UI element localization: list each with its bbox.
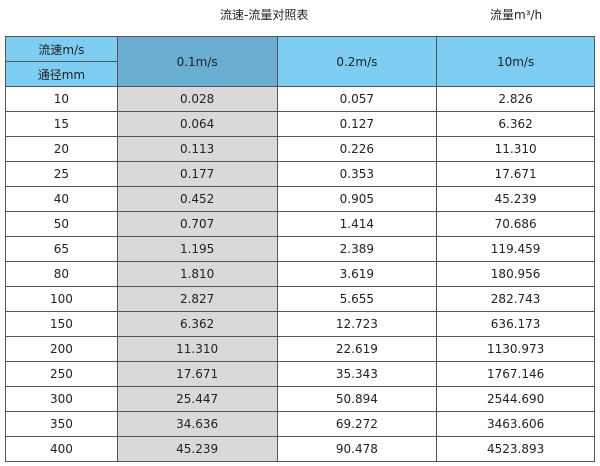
diameter-cell: 250 xyxy=(5,361,118,387)
flow-cell: 6.362 xyxy=(436,111,595,137)
diameter-cell: 100 xyxy=(5,286,118,312)
flow-cell: 70.686 xyxy=(436,211,595,237)
flow-cell: 0.707 xyxy=(116,211,278,237)
flow-cell: 0.064 xyxy=(116,111,278,137)
flow-cell: 25.447 xyxy=(116,386,278,412)
diameter-cell: 10 xyxy=(5,86,118,112)
flow-cell: 4523.893 xyxy=(436,436,595,462)
table-row: 200 11.310 22.619 1130.973 xyxy=(5,336,595,362)
flow-cell: 17.671 xyxy=(116,361,278,387)
header-row: 通径mm xyxy=(5,61,595,87)
table-row: 40 0.452 0.905 45.239 xyxy=(5,186,595,212)
flow-cell: 90.478 xyxy=(276,436,438,462)
table-row: 350 34.636 69.272 3463.606 xyxy=(5,411,595,437)
flow-cell: 0.057 xyxy=(276,86,438,112)
flow-cell: 35.343 xyxy=(276,361,438,387)
flow-cell: 1.810 xyxy=(116,261,278,287)
table-row: 50 0.707 1.414 70.686 xyxy=(5,211,595,237)
diameter-cell: 65 xyxy=(5,236,118,262)
flow-table: 流速m/s 0.1m/s 0.2m/s 10m/s 通径mm 10 0.028 0.… xyxy=(5,36,595,462)
flow-cell: 0.226 xyxy=(276,136,438,162)
table-row: 15 0.064 0.127 6.362 xyxy=(5,111,595,137)
flow-cell: 2.826 xyxy=(436,86,595,112)
flow-cell: 2544.690 xyxy=(436,386,595,412)
table-row: 20 0.113 0.226 11.310 xyxy=(5,136,595,162)
table-row: 300 25.447 50.894 2544.690 xyxy=(5,386,595,412)
flow-cell: 11.310 xyxy=(116,336,278,362)
flow-cell: 1130.973 xyxy=(436,336,595,362)
table-row: 10 0.028 0.057 2.826 xyxy=(5,86,595,112)
velocity-header: 流速m/s xyxy=(5,36,118,62)
flow-cell: 0.113 xyxy=(116,136,278,162)
flow-cell: 282.743 xyxy=(436,286,595,312)
flow-cell: 0.127 xyxy=(276,111,438,137)
diameter-header: 通径mm xyxy=(5,61,118,87)
flow-cell: 0.905 xyxy=(276,186,438,212)
diameter-cell: 25 xyxy=(5,161,118,187)
column-header: 0.2m/s xyxy=(276,36,438,87)
flow-cell: 34.636 xyxy=(116,411,278,437)
flow-cell: 5.655 xyxy=(276,286,438,312)
flow-cell: 180.956 xyxy=(436,261,595,287)
flow-cell: 17.671 xyxy=(436,161,595,187)
diameter-cell: 400 xyxy=(5,436,118,462)
table-row: 150 6.362 12.723 636.173 xyxy=(5,311,595,337)
flow-cell: 1767.146 xyxy=(436,361,595,387)
flow-cell: 22.619 xyxy=(276,336,438,362)
flow-cell: 11.310 xyxy=(436,136,595,162)
flow-cell: 1.414 xyxy=(276,211,438,237)
flow-cell: 0.353 xyxy=(276,161,438,187)
table-row: 25 0.177 0.353 17.671 xyxy=(5,161,595,187)
flow-cell: 636.173 xyxy=(436,311,595,337)
column-header: 10m/s xyxy=(436,36,595,87)
diameter-cell: 40 xyxy=(5,186,118,212)
diameter-cell: 150 xyxy=(5,311,118,337)
table-row: 250 17.671 35.343 1767.146 xyxy=(5,361,595,387)
column-header: 0.1m/s xyxy=(116,36,278,87)
flow-cell: 3463.606 xyxy=(436,411,595,437)
table-row: 400 45.239 90.478 4523.893 xyxy=(5,436,595,462)
header-row: 流速m/s 0.1m/s 0.2m/s 10m/s xyxy=(5,36,595,87)
flow-cell: 3.619 xyxy=(276,261,438,287)
flow-cell: 45.239 xyxy=(436,186,595,212)
diameter-cell: 20 xyxy=(5,136,118,162)
flow-cell: 45.239 xyxy=(116,436,278,462)
table-title: 流速-流量对照表 xyxy=(220,8,309,22)
flow-cell: 50.894 xyxy=(276,386,438,412)
diameter-cell: 300 xyxy=(5,386,118,412)
table-row: 65 1.195 2.389 119.459 xyxy=(5,236,595,262)
flow-cell: 0.028 xyxy=(116,86,278,112)
diameter-cell: 15 xyxy=(5,111,118,137)
diameter-cell: 350 xyxy=(5,411,118,437)
table-row: 80 1.810 3.619 180.956 xyxy=(5,261,595,287)
table-row: 100 2.827 5.655 282.743 xyxy=(5,286,595,312)
flow-cell: 6.362 xyxy=(116,311,278,337)
flow-cell: 0.177 xyxy=(116,161,278,187)
flow-cell: 69.272 xyxy=(276,411,438,437)
flow-cell: 0.452 xyxy=(116,186,278,212)
flow-cell: 119.459 xyxy=(436,236,595,262)
diameter-cell: 80 xyxy=(5,261,118,287)
flow-cell: 12.723 xyxy=(276,311,438,337)
flow-cell: 1.195 xyxy=(116,236,278,262)
flow-cell: 2.389 xyxy=(276,236,438,262)
flow-cell: 2.827 xyxy=(116,286,278,312)
unit-label: 流量m³/h xyxy=(490,8,543,22)
diameter-cell: 50 xyxy=(5,211,118,237)
diameter-cell: 200 xyxy=(5,336,118,362)
